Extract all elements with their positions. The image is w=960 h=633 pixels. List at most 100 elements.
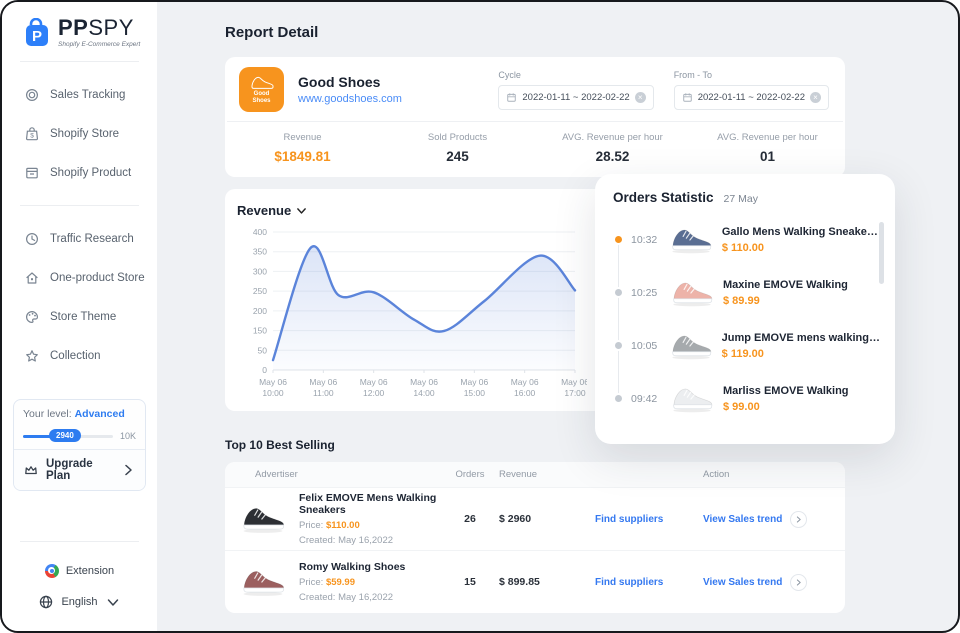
globe-icon bbox=[38, 594, 54, 610]
find-suppliers-link[interactable]: Find suppliers bbox=[595, 513, 664, 525]
calendar-icon bbox=[506, 92, 517, 103]
svg-text:May 06: May 06 bbox=[309, 377, 337, 387]
timeline-dot bbox=[613, 234, 624, 245]
svg-text:17:00: 17:00 bbox=[564, 388, 586, 398]
star-icon bbox=[24, 348, 40, 364]
stat-avg-revenue-hour-2: AVG. Revenue per hour 01 bbox=[717, 132, 818, 164]
logo[interactable]: P PPSPY Shopify E-Commerce Expert bbox=[2, 16, 157, 48]
find-suppliers-link[interactable]: Find suppliers bbox=[595, 576, 664, 588]
svg-text:12:00: 12:00 bbox=[363, 388, 385, 398]
progress-max: 10K bbox=[119, 431, 136, 441]
sneaker-image bbox=[668, 224, 714, 256]
svg-text:$: $ bbox=[30, 132, 34, 139]
palette-icon bbox=[24, 309, 40, 325]
orders-statistic-panel: Orders Statistic 27 May 10:32 Gallo Mens… bbox=[595, 174, 895, 444]
progress-fill bbox=[23, 434, 54, 438]
sneaker-image bbox=[668, 330, 714, 362]
sidebar: P PPSPY Shopify E-Commerce Expert Sales … bbox=[2, 2, 157, 631]
expand-row-button[interactable] bbox=[790, 510, 808, 528]
svg-text:250: 250 bbox=[253, 286, 267, 296]
stat-revenue: Revenue $1849.81 bbox=[274, 132, 331, 164]
chevron-down-icon bbox=[105, 594, 121, 610]
app-tagline: Shopify E-Commerce Expert bbox=[58, 41, 141, 48]
sidebar-menu: Sales Tracking $ Shopify Store Shopify P… bbox=[2, 75, 157, 375]
clock-icon bbox=[24, 231, 40, 247]
order-item[interactable]: 10:05 Jump EMOVE mens walking s... $ 119… bbox=[613, 319, 881, 372]
svg-text:10:00: 10:00 bbox=[262, 388, 284, 398]
chevron-right-icon bbox=[120, 462, 136, 478]
orders-count: 15 bbox=[464, 576, 476, 588]
store-logo: Good Shoes bbox=[239, 67, 284, 112]
from-to-filter: From - To 2022-01-11 ~ 2022-02-22 × bbox=[673, 70, 829, 110]
sidebar-item-collection[interactable]: Collection bbox=[2, 336, 157, 375]
clear-date-icon[interactable]: × bbox=[634, 91, 646, 103]
level-card: Your level: Advanced 2940 10K Upgrade Pl… bbox=[13, 399, 146, 491]
best-selling-table: Advertiser Orders Revenue Action Felix E… bbox=[225, 462, 845, 613]
store-bag-icon: $ bbox=[24, 126, 40, 142]
language-selector[interactable]: English bbox=[2, 586, 157, 617]
svg-text:15:00: 15:00 bbox=[464, 388, 486, 398]
sneaker-image bbox=[239, 565, 287, 599]
level-label: Your level: Advanced bbox=[23, 408, 125, 420]
svg-text:11:00: 11:00 bbox=[313, 388, 334, 398]
calendar-icon bbox=[682, 92, 693, 103]
svg-text:200: 200 bbox=[253, 306, 267, 316]
level-progress: 2940 10K bbox=[23, 429, 136, 443]
timeline-dot bbox=[613, 393, 624, 404]
divider bbox=[227, 121, 843, 122]
timeline-dot bbox=[613, 340, 624, 351]
stat-avg-revenue-hour: AVG. Revenue per hour 28.52 bbox=[562, 132, 663, 164]
progress-badge: 2940 bbox=[49, 429, 81, 442]
order-item[interactable]: 09:42 Marliss EMOVE Walking $ 99.00 bbox=[613, 372, 881, 425]
sneaker-image bbox=[669, 277, 715, 309]
revenue-metric-dropdown[interactable]: Revenue bbox=[237, 203, 833, 218]
sidebar-item-shopify-store[interactable]: $ Shopify Store bbox=[2, 114, 157, 153]
view-sales-trend-link[interactable]: View Sales trend bbox=[703, 576, 783, 588]
sidebar-item-shopify-product[interactable]: Shopify Product bbox=[2, 153, 157, 192]
sidebar-item-traffic-research[interactable]: Traffic Research bbox=[2, 219, 157, 258]
stat-sold-products: Sold Products 245 bbox=[427, 132, 488, 164]
orders-count: 26 bbox=[464, 513, 476, 525]
sneaker-image bbox=[669, 383, 715, 415]
app-name: PPSPY bbox=[58, 15, 134, 40]
home-icon bbox=[24, 270, 40, 286]
target-icon bbox=[24, 87, 40, 103]
divider bbox=[20, 61, 139, 62]
table-row: Romy Walking Shoes Price: $59.99 Created… bbox=[225, 550, 845, 613]
sneaker-image bbox=[239, 502, 287, 536]
svg-text:May 06: May 06 bbox=[561, 377, 587, 387]
from-to-date-range-input[interactable]: 2022-01-11 ~ 2022-02-22 × bbox=[673, 84, 829, 110]
timeline-line bbox=[618, 241, 619, 401]
crown-icon bbox=[23, 462, 39, 478]
svg-text:May 06: May 06 bbox=[460, 377, 488, 387]
revenue-value: $ 899.85 bbox=[499, 576, 540, 588]
best-selling-title: Top 10 Best Selling bbox=[225, 438, 335, 452]
revenue-value: $ 2960 bbox=[499, 513, 532, 525]
cycle-filter: Cycle 2022-01-11 ~ 2022-02-22 × bbox=[498, 70, 654, 110]
view-sales-trend-link[interactable]: View Sales trend bbox=[703, 513, 783, 525]
sidebar-item-sales-tracking[interactable]: Sales Tracking bbox=[2, 75, 157, 114]
scrollbar[interactable] bbox=[879, 222, 884, 284]
svg-text:May 06: May 06 bbox=[360, 377, 388, 387]
main-content: Report Detail Good Shoes Good Shoes www.… bbox=[157, 2, 958, 631]
sidebar-footer: Extension English bbox=[2, 528, 157, 631]
divider bbox=[20, 541, 139, 542]
chrome-icon bbox=[44, 563, 59, 578]
upgrade-plan-button[interactable]: Upgrade Plan bbox=[14, 449, 145, 490]
orders-list: 10:32 Gallo Mens Walking Sneakers... $ 1… bbox=[613, 213, 881, 425]
svg-text:May 06: May 06 bbox=[410, 377, 438, 387]
page-title: Report Detail bbox=[225, 24, 319, 41]
sidebar-item-one-product-store[interactable]: One-product Store bbox=[2, 258, 157, 297]
order-item[interactable]: 10:32 Gallo Mens Walking Sneakers... $ 1… bbox=[613, 213, 881, 266]
store-url-link[interactable]: www.goodshoes.com bbox=[298, 93, 402, 105]
extension-button[interactable]: Extension bbox=[2, 555, 157, 586]
store-name: Good Shoes bbox=[298, 74, 381, 90]
divider bbox=[20, 205, 139, 206]
orders-title: Orders Statistic bbox=[613, 190, 714, 205]
order-item[interactable]: 10:25 Maxine EMOVE Walking $ 89.99 bbox=[613, 266, 881, 319]
sidebar-item-store-theme[interactable]: Store Theme bbox=[2, 297, 157, 336]
clear-date-icon[interactable]: × bbox=[810, 91, 821, 103]
cycle-date-range-input[interactable]: 2022-01-11 ~ 2022-02-22 × bbox=[498, 84, 654, 110]
expand-row-button[interactable] bbox=[790, 573, 808, 591]
